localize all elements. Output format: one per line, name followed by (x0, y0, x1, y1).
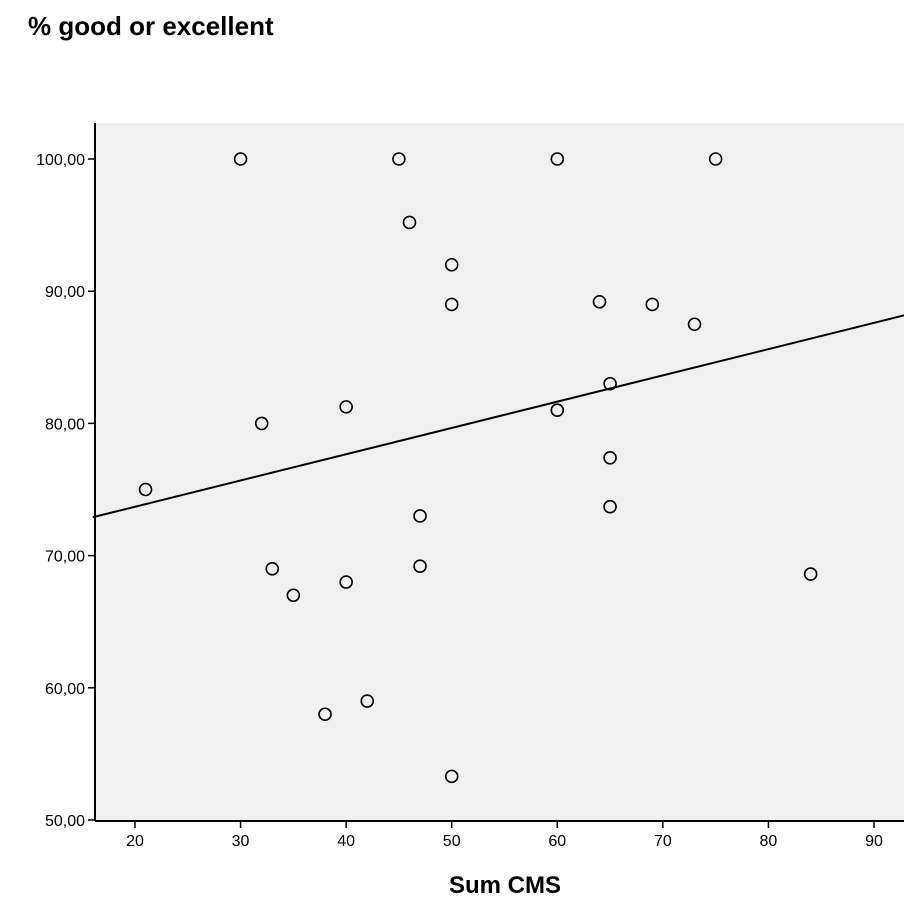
data-point (254, 416, 269, 431)
plot-area (95, 123, 904, 821)
x-tick-label: 60 (548, 833, 566, 850)
data-point (286, 588, 301, 603)
fit-line (92, 314, 904, 519)
data-point (603, 376, 617, 391)
data-point (603, 499, 617, 514)
y-tick-label: 100,00 (36, 152, 85, 169)
data-points (138, 152, 818, 784)
data-point (318, 707, 332, 722)
data-point (444, 769, 459, 784)
x-tick-label: 40 (337, 833, 355, 850)
data-point (360, 694, 375, 708)
data-point (339, 400, 353, 414)
y-tick-label: 90,00 (45, 284, 85, 301)
y-axis-ticks: 50,00 60,00 70,00 80,00 90,00 100,00 (36, 152, 95, 830)
data-point (645, 297, 660, 312)
data-point (603, 450, 617, 465)
data-point (392, 152, 406, 166)
y-axis-title: % good or excellent (28, 11, 274, 41)
y-tick-label: 70,00 (45, 549, 85, 566)
data-point (444, 297, 459, 312)
y-tick-label: 50,00 (45, 813, 85, 830)
x-axis-title: Sum CMS (449, 872, 561, 899)
data-point (138, 482, 153, 497)
data-point (265, 562, 280, 576)
data-point (233, 152, 248, 166)
data-point (708, 152, 723, 166)
x-tick-label: 90 (865, 833, 883, 850)
data-point (402, 215, 417, 230)
data-point (803, 567, 818, 581)
data-point (592, 294, 607, 309)
data-point (413, 559, 427, 573)
x-tick-label: 50 (443, 833, 461, 850)
data-point (339, 575, 353, 589)
data-point (550, 403, 565, 417)
data-point (550, 152, 565, 166)
y-tick-label: 60,00 (45, 681, 85, 698)
data-point (444, 257, 459, 272)
x-axis-ticks: 20 30 40 50 60 70 80 90 (126, 821, 883, 850)
x-tick-label: 80 (760, 833, 778, 850)
data-point (413, 509, 427, 523)
data-point (687, 317, 702, 332)
x-tick-label: 20 (126, 833, 144, 850)
x-tick-label: 70 (654, 833, 672, 850)
x-tick-label: 30 (232, 833, 250, 850)
y-tick-label: 80,00 (45, 416, 85, 433)
